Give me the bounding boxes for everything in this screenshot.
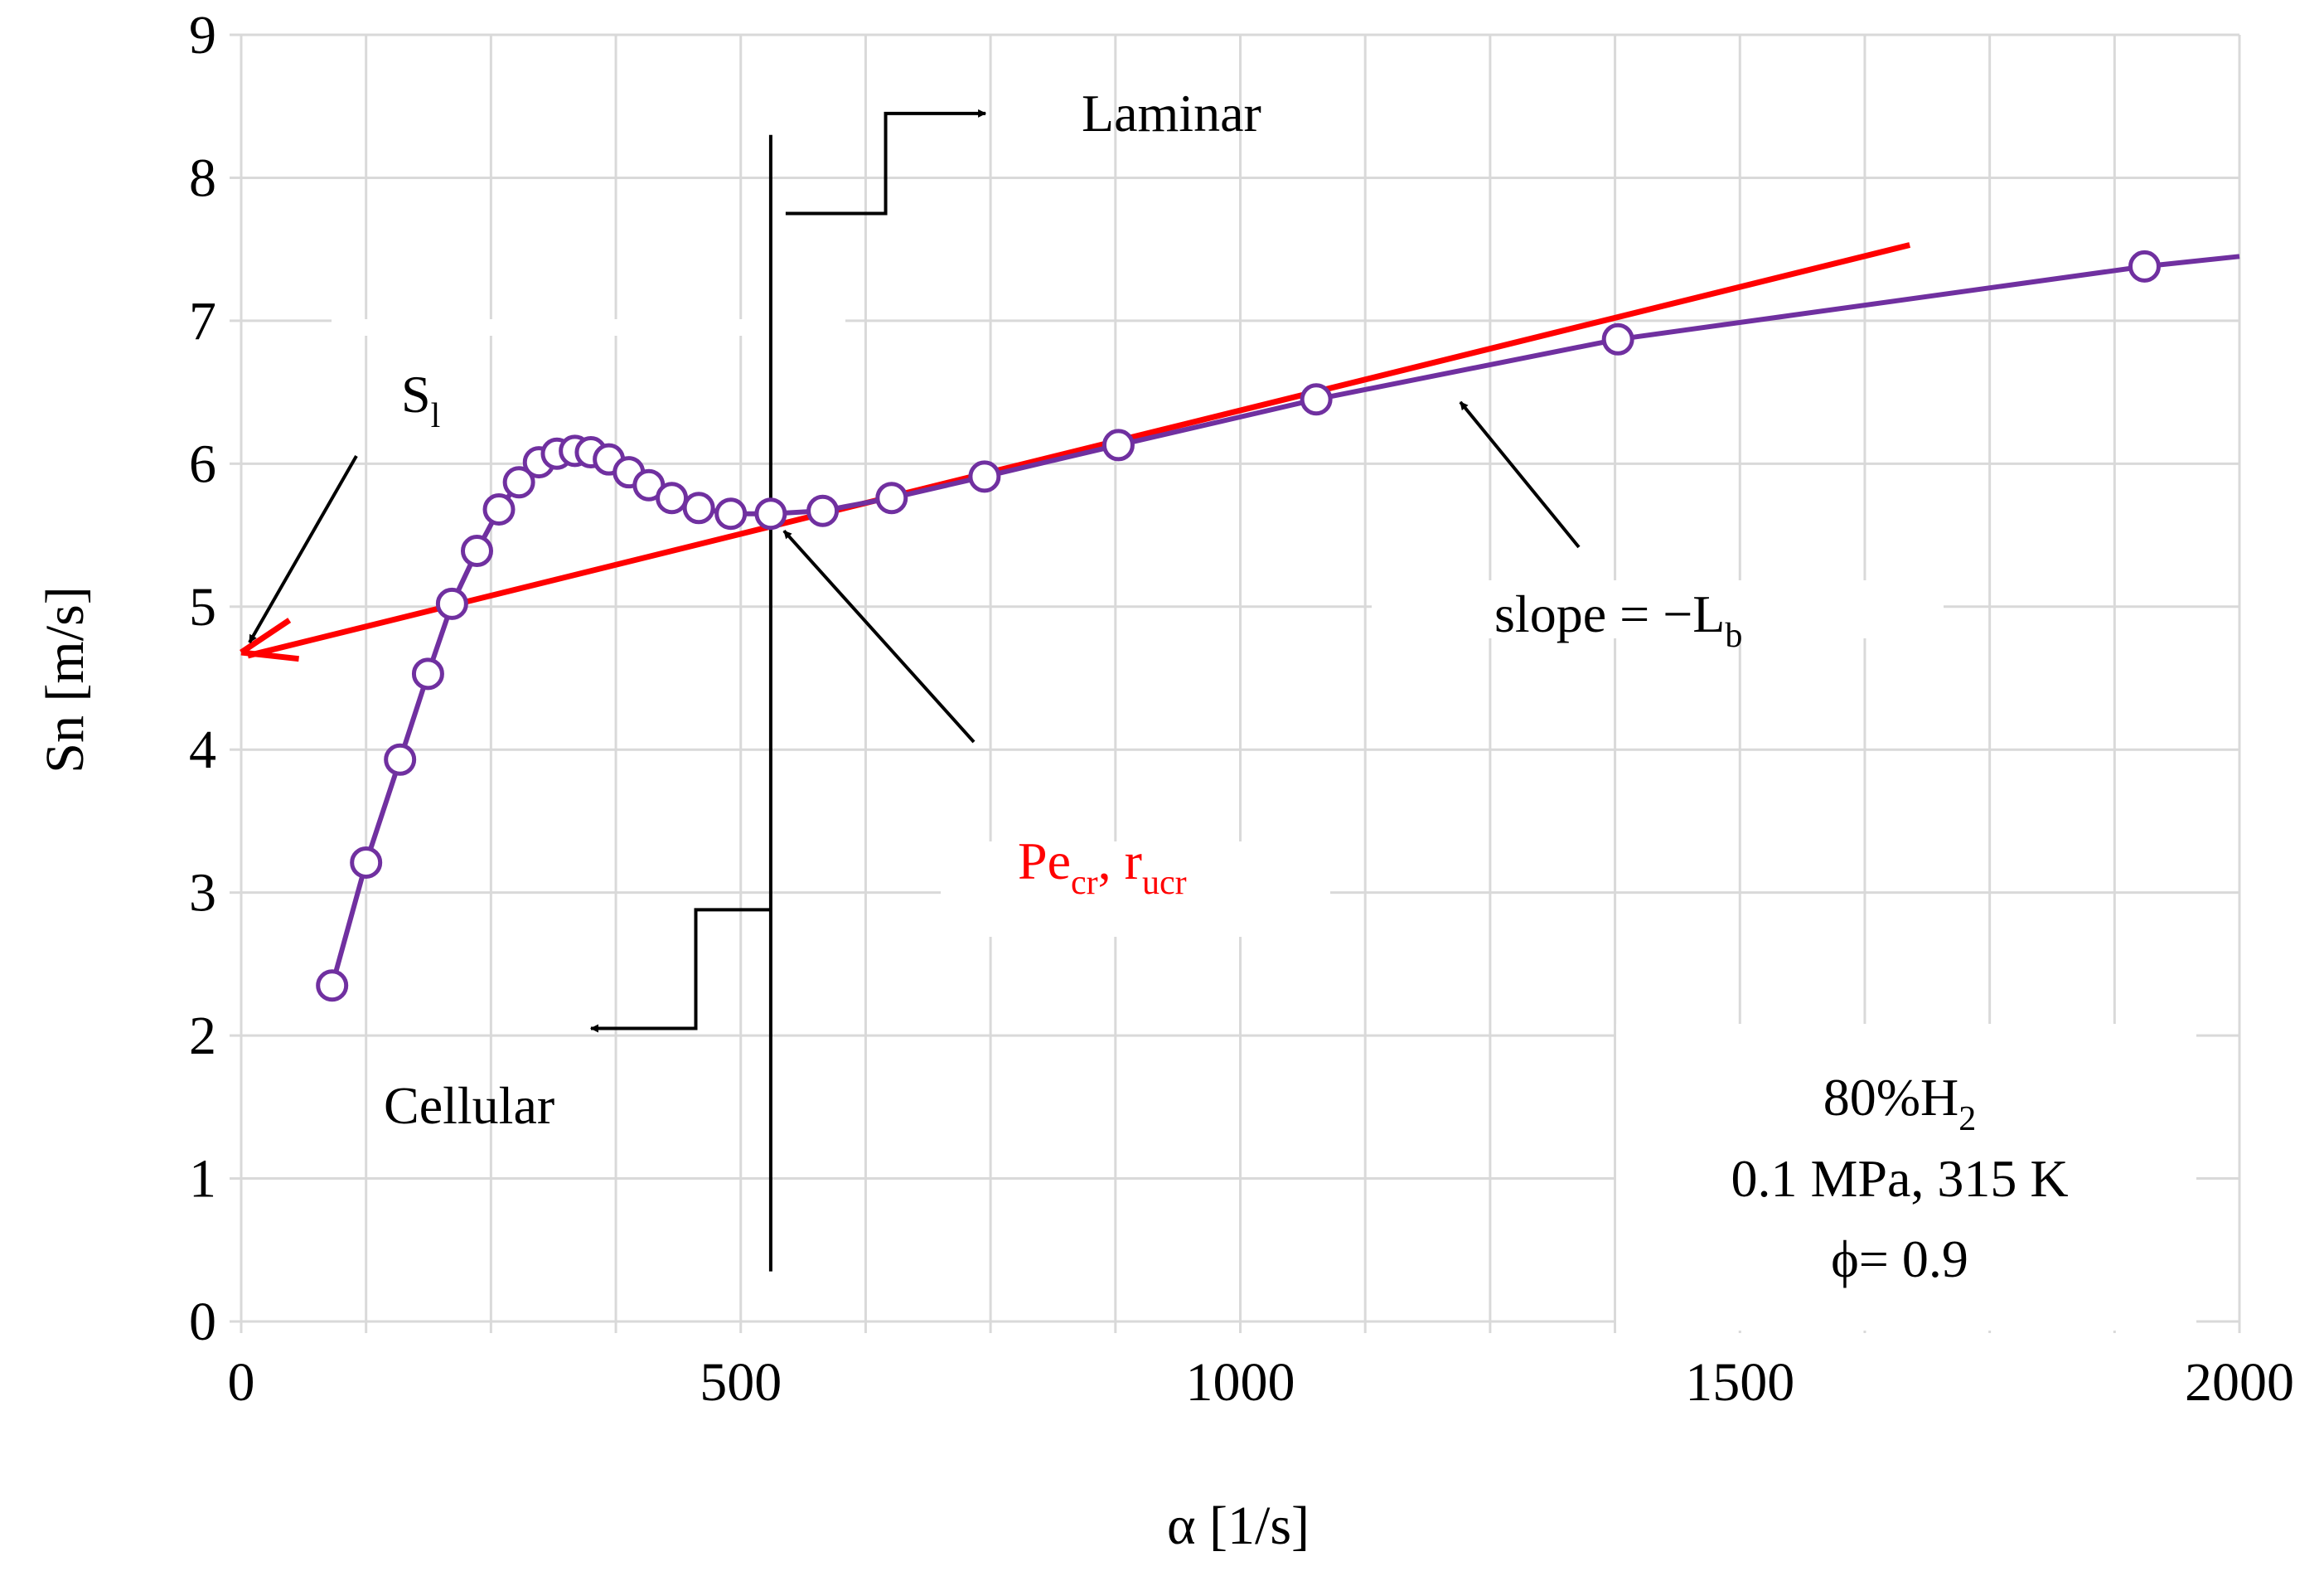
data-point [316,969,349,1002]
slope-label: slope = −Lb [1494,584,1742,655]
y-tick-label: 2 [189,1006,216,1066]
annotation-arrows [248,400,1581,744]
pecr-label: Pecr, rucr [1018,832,1187,902]
data-point [2128,250,2161,283]
data-point [411,657,444,691]
y-tick-label: 1 [189,1149,216,1210]
label-backdrop [332,319,845,336]
data-point [875,482,908,515]
cellular-label: Cellular [384,1076,554,1135]
y-tick-label: 4 [189,720,216,780]
data-point [754,497,787,531]
data-point [1601,322,1634,356]
pecr-arrow [782,529,976,744]
x-axis-title: α [1/s] [1167,1496,1310,1556]
trend-arrowhead-a [240,649,299,662]
y-tick-label: 9 [189,5,216,65]
laminar-label: Laminar [1082,84,1261,143]
condition-line-3: ϕ= 0.9 [1831,1229,1968,1288]
x-tick-label: 0 [228,1352,255,1413]
data-point [682,492,715,525]
condition-main: 80%H [1823,1068,1959,1127]
data-point [482,493,516,526]
data-point [968,460,1001,493]
trend-line [247,242,1911,659]
laminar-step-arrow [785,109,987,216]
sl-main: S [401,365,431,424]
y-tick-label: 0 [189,1292,216,1352]
label-backdrop [1616,1024,2196,1331]
rucr-sub: ucr [1142,864,1187,902]
x-tick-label: 1500 [1685,1352,1794,1413]
data-point [714,497,748,531]
trend-arrowhead-b [240,618,292,655]
condition-line-1: 80%H2 [1823,1068,1977,1138]
x-tick-label: 500 [700,1352,782,1413]
data-point [1101,429,1135,462]
condition-line-2: 0.1 MPa, 315 K [1731,1149,2068,1208]
data-point [1300,383,1333,416]
y-tick-label: 8 [189,148,216,208]
series-layer [316,250,2240,1002]
data-point [384,743,417,776]
trend-layer [240,242,1911,662]
tick-labels: 0 1 2 3 4 5 6 7 8 9 0 500 1000 1500 2000 [189,5,2294,1413]
label-backdrop [941,841,1330,937]
data-point [350,846,383,879]
data-point [806,494,840,527]
slope-main: slope = −L [1494,584,1725,643]
label-backdrop [1372,580,1944,638]
data-point [502,466,535,499]
x-tick-label: 2000 [2185,1352,2294,1413]
sl-arrow [248,455,358,643]
sl-label: Sl [401,365,440,435]
pecr-sub: cr [1071,864,1098,902]
cellular-step-arrow [589,908,771,1033]
rucr-main: , r [1098,832,1142,890]
grid-layer [230,33,2241,1333]
y-tick-label: 6 [189,434,216,494]
regime-divider [589,109,987,1272]
y-tick-label: 7 [189,291,216,352]
data-point [435,587,468,620]
data-point [656,482,689,515]
y-tick-label: 5 [189,577,216,638]
pecr-main: Pe [1018,832,1071,890]
sl-sub: l [431,397,441,435]
x-tick-label: 1000 [1186,1352,1295,1413]
condition-sub: 2 [1958,1100,1976,1138]
slope-sub: b [1725,617,1742,655]
y-axis-title: Sn [m/s] [35,586,95,773]
y-tick-label: 3 [189,863,216,924]
data-point [460,535,493,568]
slope-arrow [1459,400,1581,549]
